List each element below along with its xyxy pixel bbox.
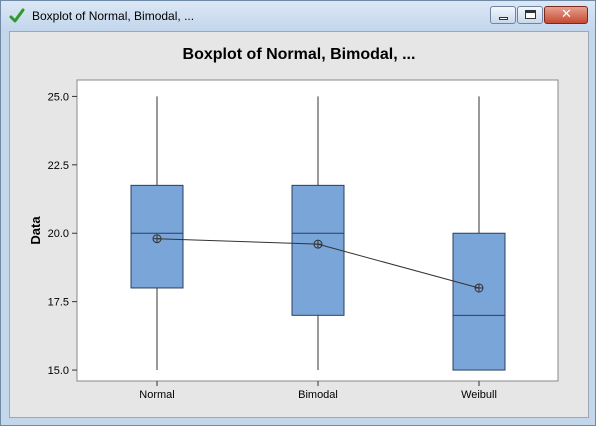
x-tick-label: Normal bbox=[139, 389, 174, 401]
y-tick-label: 22.5 bbox=[48, 160, 69, 172]
y-tick-label: 17.5 bbox=[48, 297, 69, 309]
x-tick-label: Weibull bbox=[461, 389, 497, 401]
minimize-button[interactable] bbox=[490, 6, 516, 24]
y-tick-label: 25.0 bbox=[48, 91, 69, 103]
y-axis-label: Data bbox=[28, 216, 43, 245]
minimize-icon bbox=[499, 17, 508, 20]
checkmark-icon bbox=[9, 8, 25, 23]
chart-title: Boxplot of Normal, Bimodal, ... bbox=[182, 46, 416, 63]
y-tick-label: 15.0 bbox=[48, 365, 69, 377]
box-bimodal bbox=[291, 184, 345, 316]
close-button[interactable]: ✕ bbox=[544, 6, 588, 24]
box-weibull bbox=[452, 232, 506, 371]
maximize-button[interactable] bbox=[517, 6, 543, 24]
maximize-icon bbox=[525, 10, 536, 19]
y-tick-label: 20.0 bbox=[48, 228, 69, 240]
close-icon: ✕ bbox=[561, 7, 572, 22]
title-bar[interactable]: Boxplot of Normal, Bimodal, ... ✕ bbox=[1, 1, 595, 31]
x-tick-label: Bimodal bbox=[298, 389, 338, 401]
window-title: Boxplot of Normal, Bimodal, ... bbox=[32, 9, 195, 23]
